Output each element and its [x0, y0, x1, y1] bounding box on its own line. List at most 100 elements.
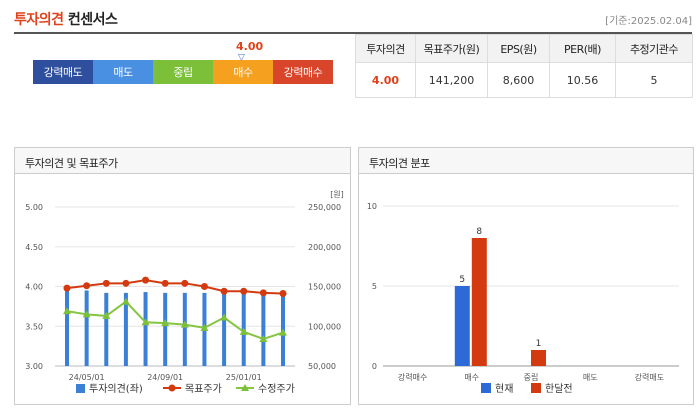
target-price-point: [122, 279, 130, 287]
value-per: 10.56: [549, 62, 616, 98]
adjusted-price-line: [66, 300, 284, 341]
consensus-value-row: 4.00 141,200 8,600 10.56 5: [355, 62, 693, 98]
value-target-price: 141,200: [415, 62, 488, 98]
adjusted-price-point: [239, 327, 248, 335]
value-eps: 8,600: [487, 62, 550, 98]
adjusted-price-point: [82, 310, 91, 318]
scale-buy: 매수: [213, 60, 273, 84]
adjusted-price-point: [102, 311, 111, 319]
y-right-tick: 250,000: [308, 203, 341, 212]
target-price-point: [181, 279, 189, 287]
y-tick: 0: [372, 362, 377, 371]
opinion-scale: 강력매도 매도 중립 매수 강력매수: [33, 60, 333, 84]
opinion-distribution-panel-title: 투자의견 분포: [359, 148, 693, 174]
legend-target-label: 목표주가: [185, 383, 222, 395]
opinion-price-panel: 투자의견 및 목표주가 5.00 4.50 4.00 3.50 3.00 250,000 2…: [14, 147, 351, 405]
opinion-marker-icon: ▽: [238, 53, 245, 63]
legend-opinion-swatch: [76, 384, 85, 393]
col-opinion: 투자의견: [355, 34, 416, 63]
x-tick: 강력매도: [635, 372, 664, 382]
adjusted-price-point: [279, 328, 287, 336]
y-left-tick: 3.50: [25, 322, 43, 331]
y-left-tick: 3.00: [25, 362, 43, 371]
header-divider: [14, 32, 692, 34]
legend-current-swatch: [481, 383, 491, 393]
value-institutions: 5: [615, 62, 693, 98]
opinion-bar: [182, 292, 187, 366]
y-right-unit: [원]: [330, 190, 344, 199]
x-tick: 중립: [524, 373, 539, 382]
y-tick: 5: [372, 282, 377, 291]
adjusted-price-point: [161, 319, 170, 327]
target-price-point: [102, 279, 110, 287]
y-left-tick: 5.00: [25, 203, 43, 212]
col-per: PER(배): [549, 34, 616, 63]
page-title: 투자의견 컨센서스: [14, 12, 118, 28]
col-eps: EPS(원): [487, 34, 550, 63]
opinion-bar: [123, 292, 128, 366]
opinion-bar: [222, 292, 227, 366]
x-tick: 매도: [583, 373, 598, 382]
scale-neutral: 중립: [153, 60, 213, 84]
opinion-price-chart: 5.00 4.50 4.00 3.50 3.00 250,000 200,000 150,00…: [25, 190, 344, 395]
opinion-bar: [163, 292, 168, 366]
opinion-marker-value: 4.00: [236, 40, 264, 53]
target-price-point: [200, 283, 208, 290]
scale-strong-sell: 강력매도: [33, 60, 93, 84]
scale-sell: 매도: [93, 60, 153, 84]
y-right-tick: 100,000: [308, 322, 341, 331]
legend-month-ago-label: 한달전: [545, 383, 573, 395]
adjusted-price-point: [200, 323, 209, 331]
legend-target-dot: [168, 384, 176, 392]
legend-adjusted-tri: [241, 384, 249, 391]
legend-adjusted-label: 수정주가: [258, 383, 295, 395]
y-right-tick: 50,000: [308, 362, 336, 371]
bar-data-label: 5: [459, 275, 465, 285]
legend-month-ago-swatch: [531, 383, 541, 393]
x-tick: 강력매수: [398, 372, 427, 382]
distribution-bar: [471, 238, 487, 366]
y-right-tick: 150,000: [308, 283, 341, 292]
adjusted-price-point: [121, 297, 130, 305]
opinion-bar: [84, 290, 89, 366]
target-price-point: [63, 284, 71, 292]
bar-data-label: 1: [536, 339, 542, 349]
y-left-tick: 4.00: [25, 283, 43, 292]
target-price-point: [279, 289, 287, 297]
opinion-bar: [261, 292, 266, 366]
bar-data-label: 8: [476, 227, 482, 237]
legend-opinion-label: 투자의견(좌): [89, 383, 143, 395]
distribution-bar: [454, 286, 470, 366]
opinion-bar: [143, 292, 148, 366]
value-opinion: 4.00: [355, 62, 416, 98]
target-price-point: [220, 287, 228, 295]
adjusted-price-point: [259, 334, 268, 342]
legend-current-label: 현재: [495, 383, 513, 395]
target-price-point: [142, 276, 150, 284]
x-tick: 매수: [464, 373, 479, 382]
adjusted-price-point: [220, 313, 229, 321]
target-price-point: [259, 289, 267, 297]
col-institutions: 추정기관수: [615, 34, 693, 63]
target-price-point: [83, 282, 91, 290]
target-price-point: [240, 287, 248, 295]
y-tick: 10: [367, 202, 377, 211]
reference-date: [기준:2025.02.04]: [605, 16, 692, 27]
y-right-tick: 200,000: [308, 243, 341, 252]
consensus-table: 투자의견 목표주가(원) EPS(원) PER(배) 추정기관수 4.00 14…: [355, 34, 693, 98]
adjusted-price-point: [63, 307, 71, 315]
x-tick: 25/01/01: [226, 373, 262, 382]
adjusted-price-point: [180, 320, 189, 328]
opinion-bar: [65, 290, 69, 366]
x-tick: 24/05/01: [69, 373, 105, 382]
scale-strong-buy: 강력매수: [273, 60, 333, 84]
adjusted-price-point: [141, 318, 150, 326]
opinion-bar: [104, 292, 109, 366]
y-left-tick: 4.50: [25, 243, 43, 252]
col-target-price: 목표주가(원): [415, 34, 488, 63]
opinion-price-panel-title: 투자의견 및 목표주가: [15, 148, 350, 174]
target-price-point: [161, 279, 169, 287]
consensus-header-row: 투자의견 목표주가(원) EPS(원) PER(배) 추정기관수: [355, 34, 693, 63]
